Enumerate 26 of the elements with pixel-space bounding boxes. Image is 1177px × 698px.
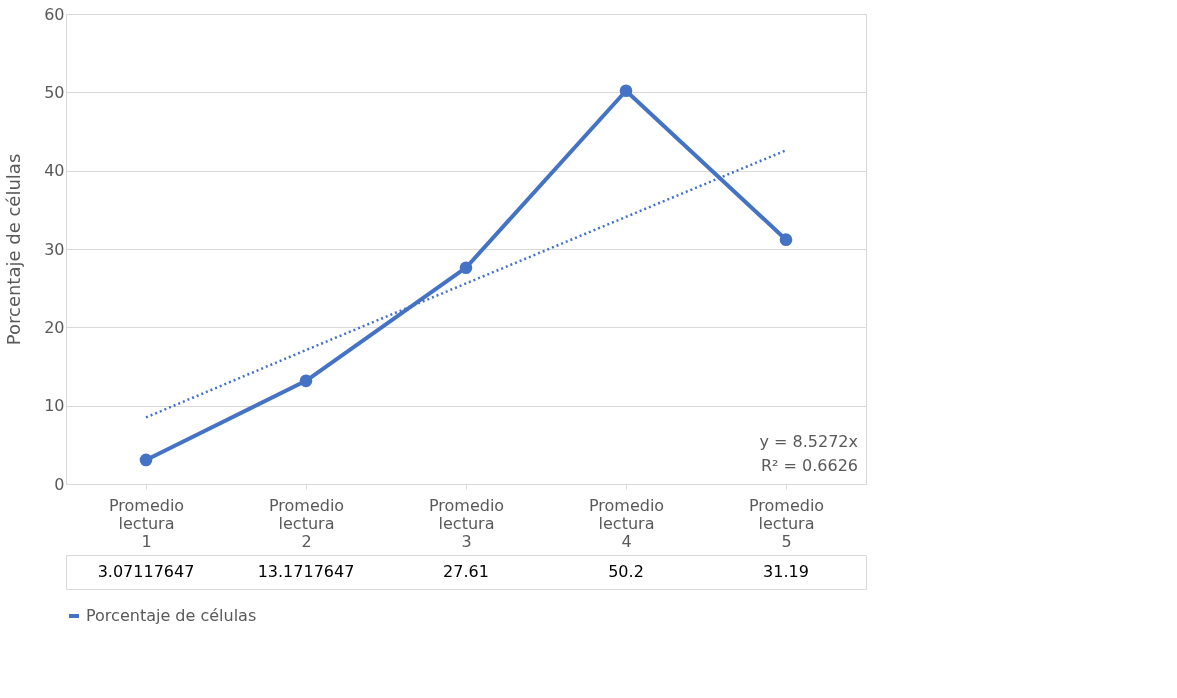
point (459, 261, 473, 275)
y-tick-label: 40 (44, 161, 65, 181)
y-tick-label: 50 (44, 82, 65, 102)
data-label: 27.61 (443, 562, 489, 581)
legend-label: Porcentaje de células (86, 606, 257, 625)
x-tick-label: Promedio lectura 1 (108, 495, 185, 551)
y-axis-title: Porcentaje de células (3, 153, 25, 346)
data-label: 31.19 (763, 562, 809, 581)
x-tick-label: Promedio lectura 5 (748, 495, 825, 551)
y-tick-label: 10 (44, 396, 65, 416)
point (299, 374, 313, 388)
x-tick-label: Promedio lectura 2 (268, 495, 345, 551)
y-tick-label: 30 (44, 239, 65, 259)
point (619, 84, 633, 98)
data-label: 50.2 (608, 562, 644, 581)
point (779, 233, 793, 246)
x-tick-label: Promedio lectura 4 (588, 495, 665, 551)
point (139, 453, 153, 467)
annotation: y = 8.5272x (759, 432, 858, 451)
data-label: 13.1717647 (257, 562, 355, 581)
annotation: R² = 0.6626 (760, 456, 858, 475)
y-tick-label: 20 (44, 317, 65, 337)
y-tick-label: 60 (44, 4, 65, 24)
y-tick-label: 0 (54, 474, 65, 494)
x-tick-label: Promedio lectura 3 (428, 495, 505, 551)
data-label: 3.07117647 (97, 562, 195, 581)
